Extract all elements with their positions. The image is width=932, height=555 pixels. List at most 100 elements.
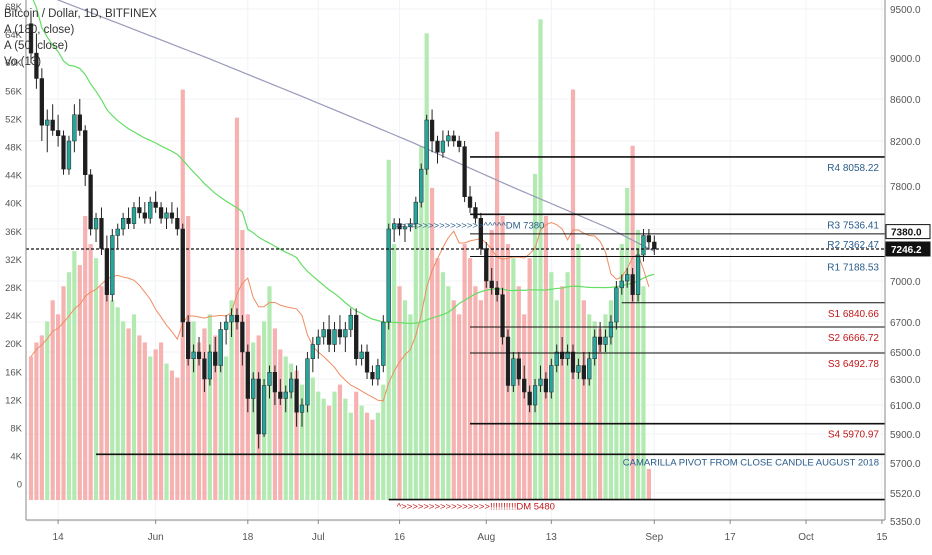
candle-body	[153, 201, 158, 208]
volume-tick-label: 40K	[5, 199, 23, 210]
volume-bar	[560, 286, 565, 500]
volume-bar	[435, 258, 440, 500]
candle-body	[652, 241, 657, 250]
candle-body	[386, 228, 391, 323]
volume-bar	[131, 314, 137, 500]
volume-tick-label: 28K	[5, 283, 23, 294]
volume-bar	[99, 286, 104, 500]
time-tick-label: Jun	[148, 532, 164, 543]
candle-body	[354, 314, 359, 359]
volume-bar	[229, 300, 234, 500]
volume-bar	[316, 391, 321, 500]
volume-bar	[543, 216, 548, 500]
candle-body	[451, 135, 456, 142]
volume-bar	[191, 321, 196, 500]
candle-body	[261, 385, 267, 435]
candle-body	[522, 378, 527, 393]
candle-body	[462, 146, 467, 197]
time-tick-label: 18	[242, 532, 254, 543]
volume-bar	[202, 328, 207, 500]
candle-body	[440, 140, 446, 153]
volume-bar	[218, 349, 223, 500]
volume-bar	[169, 370, 175, 500]
time-tick-label: 17	[725, 532, 737, 543]
volume-bar	[321, 398, 326, 500]
volume-bar	[489, 230, 494, 501]
candle-body	[245, 351, 250, 399]
volume-bar	[50, 300, 55, 500]
candle-body	[603, 336, 608, 345]
volume-tick-label: 32K	[5, 255, 23, 266]
candle-body	[332, 329, 337, 345]
candle-body	[500, 294, 505, 338]
price-tick-label: 7800.0	[890, 182, 921, 193]
candle-body	[110, 235, 115, 295]
candle-body	[505, 336, 511, 386]
candle-body	[213, 351, 218, 366]
candle-body	[202, 358, 207, 380]
candle-body	[131, 207, 137, 224]
time-tick-label: Aug	[477, 532, 495, 543]
candle-body	[164, 212, 169, 219]
volume-bar	[641, 286, 646, 500]
candle-body	[99, 218, 104, 249]
volume-bar	[581, 300, 586, 500]
price-tick-label: 7000.0	[890, 277, 921, 288]
volume-bar	[354, 391, 359, 500]
volume-bar	[370, 419, 375, 500]
volume-bar	[327, 405, 332, 500]
candle-body	[283, 391, 288, 399]
volume-tick-label: 24K	[5, 311, 23, 322]
volume-bar	[115, 307, 120, 500]
volume-bar	[77, 265, 82, 500]
volume-tick-label: 4K	[10, 452, 22, 463]
pivot-label-r4: R4 8058.22	[827, 163, 879, 174]
candle-body	[310, 344, 315, 359]
volume-bar	[608, 300, 614, 500]
candle-body	[186, 321, 191, 359]
candle-body	[191, 351, 196, 359]
candle-body	[419, 168, 424, 203]
candle-body	[370, 372, 375, 380]
volume-bar	[337, 384, 343, 500]
volume-bar	[158, 342, 164, 500]
candle-body	[278, 391, 283, 399]
candle-body	[381, 321, 386, 366]
volume-bar	[196, 342, 202, 500]
pivot-label-s2: S2 6666.72	[828, 333, 880, 344]
candle-body	[337, 329, 343, 338]
price-tick-label: 5520.0	[890, 489, 921, 500]
candle-body	[348, 314, 353, 330]
legend-ma180: A (180, close)	[4, 24, 75, 36]
candle-body	[375, 365, 381, 380]
volume-bar	[272, 328, 277, 500]
volume-bar	[565, 272, 570, 500]
volume-bar	[381, 384, 386, 500]
volume-bar	[283, 356, 288, 500]
volume-bar	[278, 349, 283, 500]
volume-tick-label: 44K	[5, 171, 23, 182]
candle-body	[489, 280, 494, 289]
candle-body	[538, 378, 543, 386]
time-tick-label: Jul	[312, 532, 325, 543]
candle-body	[516, 358, 521, 380]
candle-body	[343, 329, 348, 338]
volume-bar	[364, 412, 370, 500]
volume-bar	[359, 405, 364, 500]
volume-bar	[251, 342, 256, 500]
volume-tick-label: 12K	[5, 395, 23, 406]
candle-body	[28, 23, 34, 54]
volume-bar	[110, 300, 115, 500]
price-tick-label: 8600.0	[890, 95, 921, 106]
price-tick-label: 6500.0	[890, 348, 921, 359]
price-tick-label: 5900.0	[890, 430, 921, 441]
legend: Bitcoin / Dollar, 1D, BITFINEX A (180, c…	[4, 6, 157, 70]
volume-bar	[598, 328, 603, 500]
volume-bar	[478, 300, 483, 500]
volume-tick-label: 64K	[5, 30, 23, 41]
volume-bar	[289, 363, 294, 500]
candle-body	[429, 119, 435, 142]
volume-tick-label: 60K	[5, 58, 23, 69]
